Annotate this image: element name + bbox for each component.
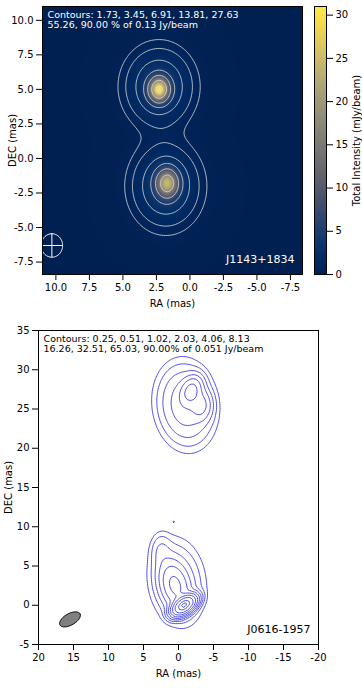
svg-text:-7.5: -7.5 — [281, 282, 301, 293]
svg-text:5: 5 — [140, 652, 146, 663]
svg-text:30: 30 — [336, 9, 349, 20]
svg-text:-2.5: -2.5 — [214, 282, 234, 293]
svg-text:Contours: 0.25, 0.51, 1.02, 2.: Contours: 0.25, 0.51, 1.02, 2.03, 4.06, … — [44, 333, 264, 354]
svg-text:25: 25 — [17, 403, 30, 414]
svg-text:0: 0 — [336, 269, 342, 280]
svg-text:-7.5: -7.5 — [14, 256, 34, 267]
svg-text:15: 15 — [67, 652, 80, 663]
svg-text:5.0: 5.0 — [115, 282, 131, 293]
svg-text:Contours: 1.73, 3.45, 6.91, 13: Contours: 1.73, 3.45, 6.91, 13.81, 27.63… — [48, 9, 239, 30]
svg-text:J0616-1957: J0616-1957 — [246, 623, 310, 636]
svg-text:-5.0: -5.0 — [14, 222, 34, 233]
svg-text:15: 15 — [17, 482, 30, 493]
svg-text:-5.0: -5.0 — [247, 282, 267, 293]
svg-text:7.5: 7.5 — [18, 49, 34, 60]
svg-text:-5: -5 — [20, 639, 30, 650]
svg-text:7.5: 7.5 — [81, 282, 97, 293]
svg-text:5.0: 5.0 — [18, 84, 34, 95]
svg-text:25: 25 — [336, 53, 349, 64]
svg-text:35: 35 — [17, 325, 30, 336]
svg-text:20: 20 — [32, 652, 45, 663]
svg-text:-2.5: -2.5 — [14, 187, 34, 198]
svg-text:15: 15 — [336, 139, 349, 150]
svg-text:0: 0 — [23, 599, 29, 610]
svg-text:J1143+1834: J1143+1834 — [225, 253, 294, 266]
svg-text:30: 30 — [17, 364, 30, 375]
svg-text:10: 10 — [17, 521, 30, 532]
svg-text:DEC (mas): DEC (mas) — [3, 461, 14, 514]
svg-text:0.0: 0.0 — [182, 282, 198, 293]
svg-text:10.0: 10.0 — [11, 15, 33, 26]
svg-text:5: 5 — [336, 225, 342, 236]
svg-text:2.5: 2.5 — [18, 118, 34, 129]
svg-text:5: 5 — [23, 560, 29, 571]
svg-text:10: 10 — [336, 182, 349, 193]
svg-text:2.5: 2.5 — [148, 282, 164, 293]
svg-text:0.0: 0.0 — [18, 153, 34, 164]
svg-text:DEC (mas): DEC (mas) — [7, 114, 18, 167]
svg-text:10.0: 10.0 — [45, 282, 67, 293]
svg-text:-10: -10 — [240, 652, 256, 663]
svg-text:20: 20 — [336, 96, 349, 107]
svg-text:-5: -5 — [209, 652, 219, 663]
svg-text:20: 20 — [17, 442, 30, 453]
svg-text:RA (mas): RA (mas) — [150, 298, 196, 309]
svg-text:-20: -20 — [310, 652, 326, 663]
svg-text:Total Intensity (mJy/beam): Total Intensity (mJy/beam) — [351, 75, 362, 207]
svg-text:RA (mas): RA (mas) — [156, 668, 202, 679]
svg-text:10: 10 — [102, 652, 115, 663]
svg-text:-15: -15 — [275, 652, 291, 663]
svg-text:0: 0 — [175, 652, 181, 663]
